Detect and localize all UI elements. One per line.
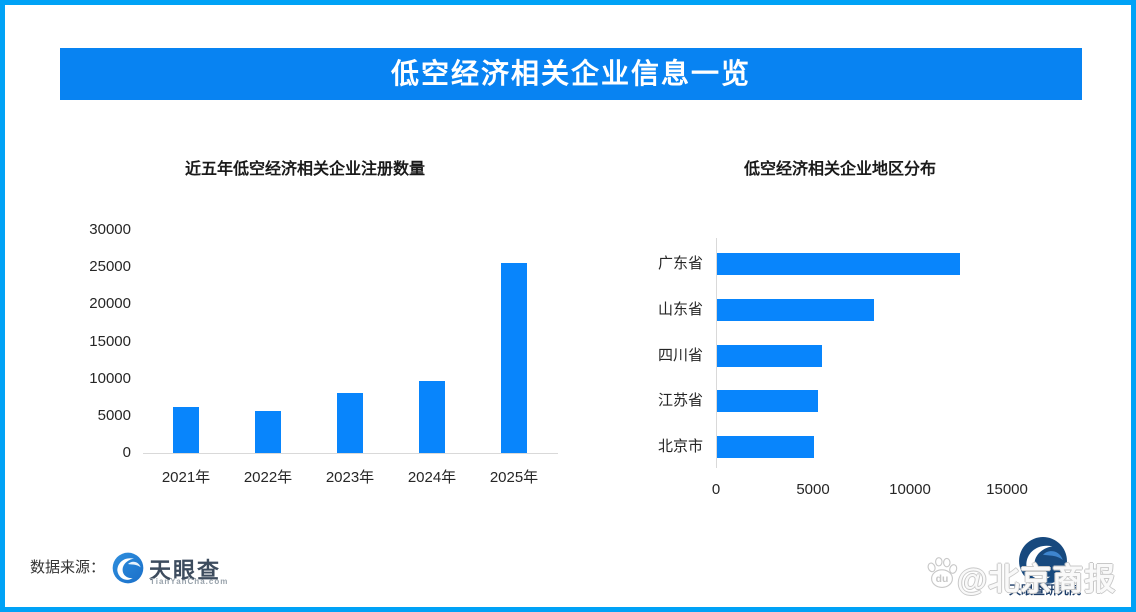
header-banner: 低空经济相关企业信息一览 <box>60 48 1082 100</box>
bar-广东省 <box>717 253 960 275</box>
y-category-label-北京市: 北京市 <box>657 438 703 456</box>
bar-北京市 <box>717 436 814 459</box>
registrations-chart-title: 近五年低空经济相关企业注册数量 <box>184 161 425 178</box>
tianyancha-logo-domain: TianYanCha.com <box>150 577 229 586</box>
y-tick-label-10000: 10000 <box>89 369 131 387</box>
y-tick-label-0: 0 <box>122 444 131 461</box>
bar-江苏省 <box>717 390 818 413</box>
x-tick-label-10000: 10000 <box>889 481 931 498</box>
y-category-label-四川省: 四川省 <box>657 346 703 364</box>
bar-2023年 <box>337 393 363 453</box>
x-tick-label-15000: 15000 <box>986 481 1028 498</box>
bar-四川省 <box>717 344 822 367</box>
bar-山东省 <box>717 298 874 321</box>
y-tick-label-30000: 30000 <box>89 221 131 238</box>
y-tick-label-20000: 20000 <box>89 295 131 313</box>
y-tick-label-15000: 15000 <box>89 332 131 350</box>
y-tick-label-25000: 25000 <box>89 258 131 276</box>
x-tick-label-5000: 5000 <box>796 481 830 498</box>
bar-2025年 <box>501 263 527 453</box>
y-category-label-江苏省: 江苏省 <box>657 392 703 410</box>
x-category-label-2023年: 2023年 <box>325 469 375 486</box>
data-source-label: 数据来源： <box>30 559 106 576</box>
y-tick-label-5000: 5000 <box>97 406 131 424</box>
paw-du-text: du <box>936 574 949 585</box>
x-tick-label-0: 0 <box>711 481 721 498</box>
y-category-label-广东省: 广东省 <box>657 255 703 272</box>
tianyancha-logo-icon <box>112 552 144 584</box>
watermark-handle: @北京商报 <box>957 562 1117 597</box>
y-axis-line <box>716 238 717 468</box>
page-title: 低空经济相关企业信息一览 <box>390 58 751 89</box>
bar-2024年 <box>419 381 445 453</box>
tianyancha-logo-text: 天眼查 <box>149 558 222 583</box>
bar-2022年 <box>255 411 281 453</box>
regions-chart: 低空经济相关企业地区分布 广东省山东省四川省江苏省北京市 0 5000 10000 15… <box>5 5 1131 607</box>
x-category-label-2021年: 2021年 <box>161 469 211 486</box>
bar-2021年 <box>173 407 199 453</box>
baidu-paw-icon: du <box>927 557 958 588</box>
x-category-label-2024年: 2024年 <box>407 469 457 486</box>
x-category-label-2022年: 2022年 <box>243 469 293 486</box>
registrations-chart: 近五年低空经济相关企业注册数量 0 5000 10000 15000 20000 2500… <box>5 5 605 607</box>
y-category-label-山东省: 山东省 <box>657 300 703 318</box>
tianyancha-research-logo-icon <box>1019 537 1067 585</box>
x-category-label-2025年: 2025年 <box>489 469 539 486</box>
x-axis-line <box>143 453 558 454</box>
regions-chart-title: 低空经济相关企业地区分布 <box>743 161 936 178</box>
research-institute-label: 天眼查研究院 <box>1008 583 1081 597</box>
